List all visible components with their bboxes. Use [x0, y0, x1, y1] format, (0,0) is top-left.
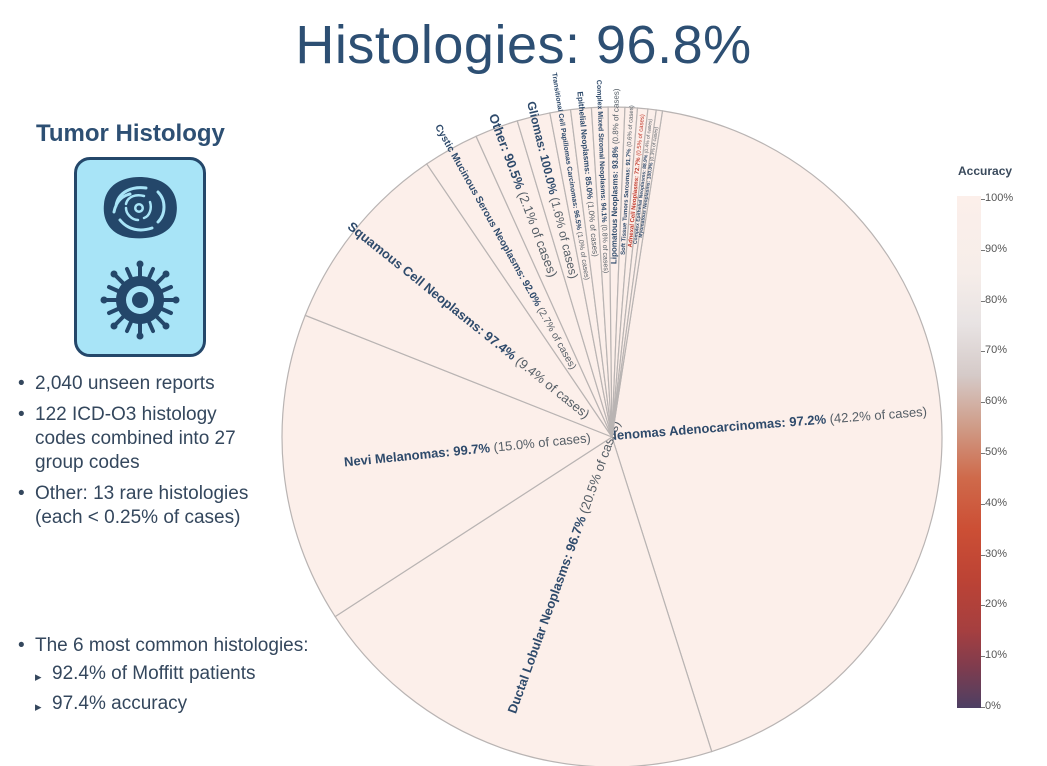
- colorbar-tick-label: 50%: [985, 446, 1008, 458]
- colorbar-tick-label: 70%: [985, 344, 1008, 357]
- panel-title: Tumor Histology: [36, 120, 225, 147]
- list-item: • 2,040 unseen reports: [18, 373, 215, 394]
- colorbar-tick-mark: [981, 249, 985, 251]
- colorbar-tick-mark: [981, 503, 985, 505]
- colorbar-tick-mark: [981, 453, 985, 454]
- colorbar-tick-label: 20%: [985, 598, 1008, 611]
- colorbar-tick-label: 40%: [985, 496, 1008, 509]
- stats-list: • 2,040 unseen reports • 122 ICD-O3 histol…: [18, 372, 268, 537]
- common-histologies-list: • The 6 most common histologies: ▸ 92.4% o…: [18, 634, 348, 723]
- sub-list-item: ▸ 97.4% accuracy: [35, 693, 188, 714]
- colorbar-tick-mark: [981, 656, 985, 658]
- colorbar-tick-mark: [981, 351, 985, 353]
- pie-slice: [281, 314, 614, 618]
- colorbar-tick-label: 80%: [985, 293, 1008, 306]
- page-title: Histologies: 96.8%: [295, 15, 752, 75]
- colorbar-tick-label: 30%: [985, 547, 1008, 560]
- colorbar-tick-label: 90%: [985, 242, 1008, 255]
- nucleus-cell-icon: [103, 177, 177, 239]
- colorbar-tick-label: 60%: [985, 395, 1008, 408]
- pie-slice: [334, 436, 713, 766]
- colorbar-tick-mark: [981, 554, 985, 556]
- colorbar-tick-mark: [981, 199, 985, 200]
- pie-slice: [611, 110, 943, 753]
- virus-cell-icon: [100, 260, 180, 340]
- colorbar-tick-label: 100%: [985, 192, 1014, 204]
- pie-slice: [304, 163, 614, 439]
- colorbar-tick-mark: [981, 402, 985, 404]
- list-item: • The 6 most common histologies: ▸ 92.4% o…: [18, 634, 348, 716]
- list-item: • 122 ICD-O3 histology codes combined int…: [18, 404, 236, 473]
- accuracy-colorbar: [957, 196, 981, 708]
- colorbar-tick-mark: [981, 300, 985, 302]
- list-item: • Other: 13 rare histologies (each < 0.25…: [18, 483, 249, 528]
- tumor-histology-card: [74, 157, 206, 357]
- colorbar-title: Accuracy: [958, 164, 1013, 178]
- slice-label: Lipomatous Neoplasms: 93.8% (0.8% of cas…: [609, 88, 620, 264]
- pie-slice: [611, 109, 664, 438]
- colorbar-tick-mark: [981, 707, 985, 708]
- colorbar-tick-mark: [981, 605, 985, 607]
- sub-list-item: ▸ 92.4% of Moffitt patients: [35, 663, 256, 684]
- colorbar-tick-label: 10%: [985, 649, 1008, 662]
- colorbar-tick-label: 0%: [985, 700, 1001, 712]
- cell-icon: [100, 177, 180, 340]
